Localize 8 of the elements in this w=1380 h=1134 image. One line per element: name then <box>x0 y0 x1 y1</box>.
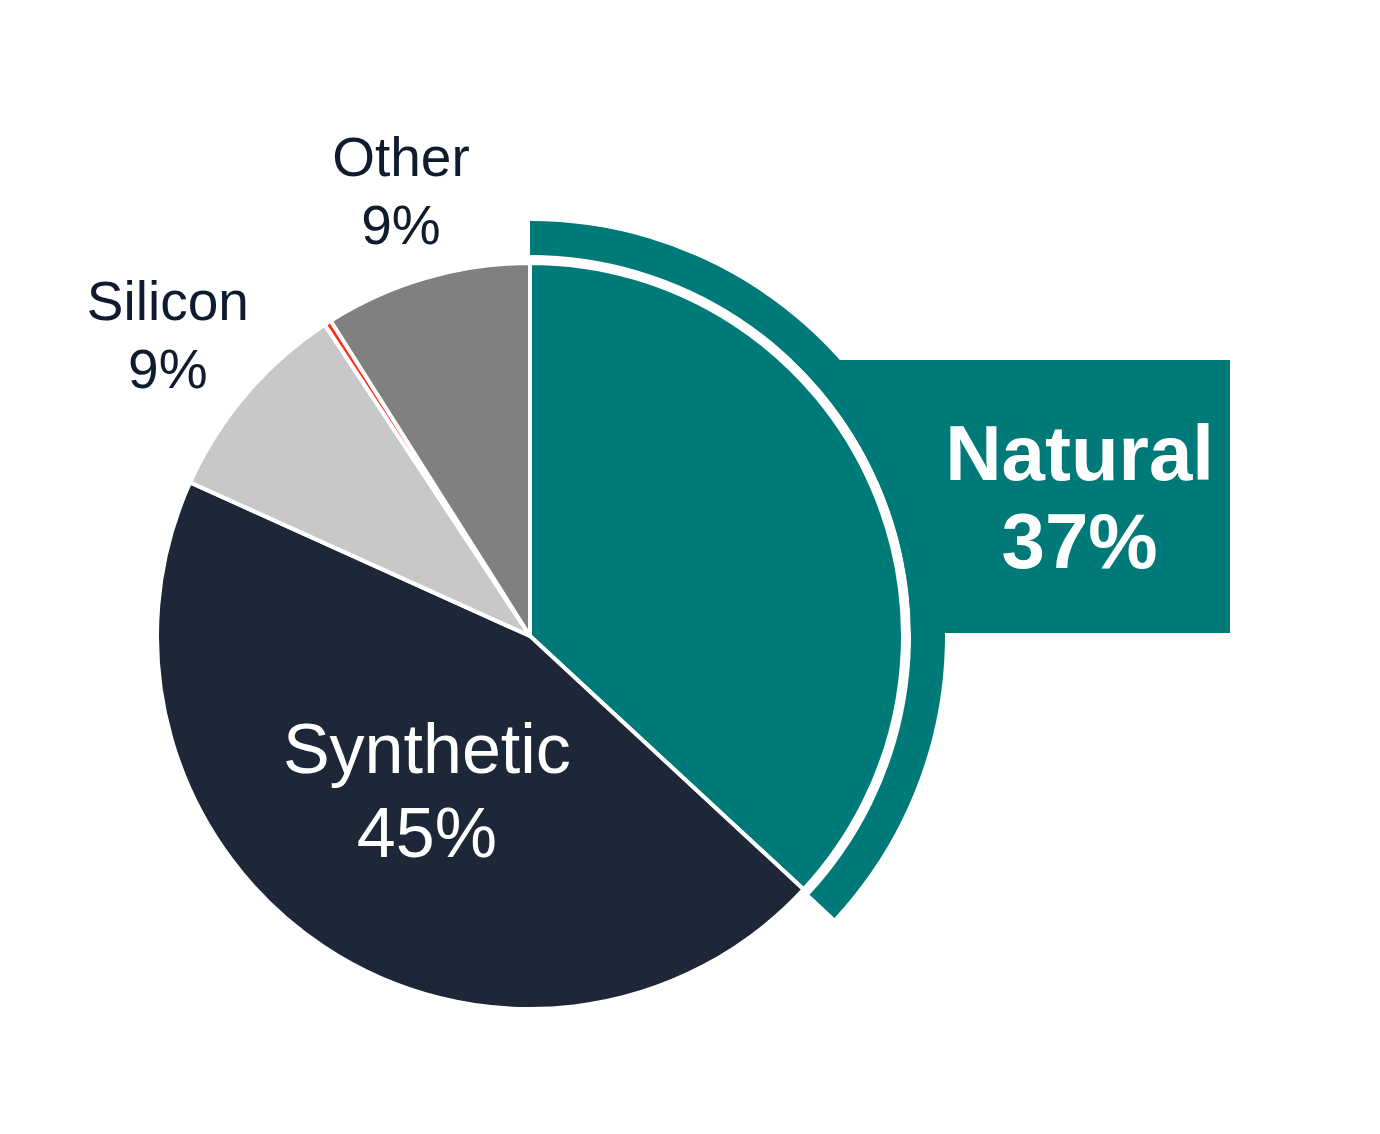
data-label: 9% <box>128 338 208 401</box>
slice-label: Synthetic <box>282 710 571 789</box>
slice-label: Silicon <box>86 270 249 333</box>
slice-label: Natural <box>945 408 1214 497</box>
data-label: 9% <box>361 194 441 257</box>
data-label: 45% <box>356 794 497 873</box>
data-label: 37% <box>1001 496 1158 585</box>
slice-label: Other <box>332 126 470 189</box>
